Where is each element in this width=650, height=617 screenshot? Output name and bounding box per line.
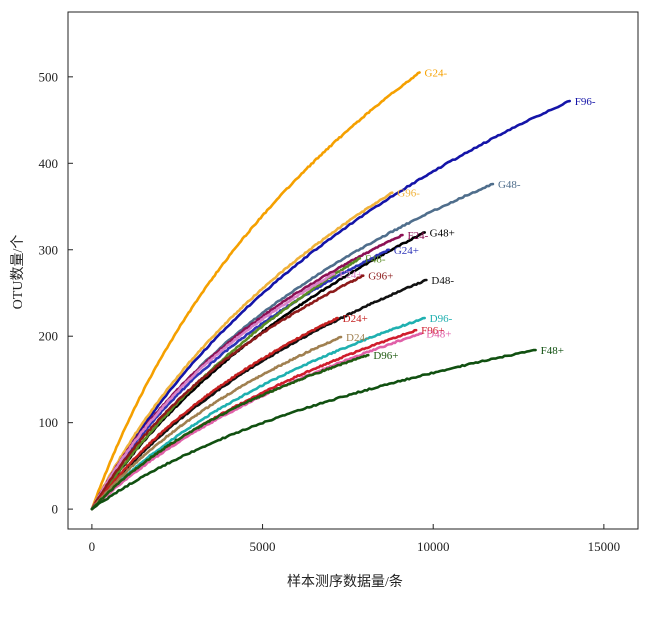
y-axis-label: OTU数量/个 bbox=[10, 235, 26, 310]
x-axis-label: 样本测序数据量/条 bbox=[287, 573, 403, 590]
series-line-g24-minus bbox=[90, 71, 421, 511]
series-label-f48-minus: F48- bbox=[365, 253, 386, 265]
y-tick-label: 500 bbox=[39, 69, 59, 84]
series-line-d96-minus bbox=[90, 316, 426, 511]
series-label-g96-plus: G96+ bbox=[368, 271, 393, 283]
series-label-f24-minus: F24- bbox=[407, 230, 428, 242]
series-label-d48-plus: D48+ bbox=[426, 329, 451, 341]
series-line-d48-plus bbox=[90, 332, 423, 511]
x-tick-label: 10000 bbox=[417, 539, 450, 554]
series-line-d96-plus bbox=[90, 353, 370, 511]
x-tick-label: 15000 bbox=[588, 539, 621, 554]
series-line-g96-minus bbox=[90, 191, 394, 511]
x-tick-label: 5000 bbox=[250, 539, 276, 554]
series-line-f24-plus bbox=[90, 272, 336, 511]
series-label-f96-minus: F96- bbox=[575, 96, 596, 108]
y-tick-label: 200 bbox=[39, 329, 59, 344]
series-line-f48-plus bbox=[90, 348, 537, 511]
series-line-d24-minus bbox=[90, 335, 343, 511]
y-tick-label: 400 bbox=[39, 156, 59, 171]
series-label-d48-minus: D48- bbox=[431, 275, 454, 287]
series-label-d96-plus: D96+ bbox=[373, 350, 398, 362]
series-line-f96-plus bbox=[90, 328, 418, 511]
y-tick-label: 300 bbox=[39, 242, 59, 257]
series-label-d24-minus: D24- bbox=[346, 332, 369, 344]
x-tick-label: 0 bbox=[89, 539, 96, 554]
plot-frame bbox=[67, 11, 639, 530]
series-label-g48-plus: G48+ bbox=[430, 227, 455, 239]
series-line-d24-plus bbox=[90, 316, 339, 511]
series-line-g24-plus bbox=[90, 248, 391, 511]
y-tick-label: 100 bbox=[39, 415, 59, 430]
axis-ticks: 0 5000 10000 15000 0 100 200 300 400 500 bbox=[39, 69, 621, 554]
series-lines bbox=[90, 71, 572, 511]
series-label-d24-plus: D24+ bbox=[343, 313, 368, 325]
series-label-g48-minus: G48- bbox=[498, 179, 521, 191]
series-label-f48-plus: F48+ bbox=[541, 345, 564, 357]
series-line-d48-minus bbox=[90, 278, 428, 511]
series-label-f96-plus: F96+ bbox=[421, 325, 444, 337]
series-label-g24-plus: G24+ bbox=[394, 245, 419, 257]
series-label-g24-minus: G24- bbox=[425, 68, 448, 80]
series-line-f96-minus bbox=[90, 99, 572, 511]
series-line-f48-minus bbox=[90, 257, 362, 511]
series-label-d96-minus: D96- bbox=[430, 313, 453, 325]
series-line-g96-plus bbox=[90, 274, 365, 511]
y-tick-label: 0 bbox=[52, 502, 59, 517]
series-labels: G24- F96- G48- G96- F24- G48+ G24+ F48-F24+ G96+… bbox=[339, 68, 596, 363]
series-label-f24-plus: F24+ bbox=[339, 269, 362, 281]
series-label-g96-minus: G96- bbox=[397, 188, 420, 200]
